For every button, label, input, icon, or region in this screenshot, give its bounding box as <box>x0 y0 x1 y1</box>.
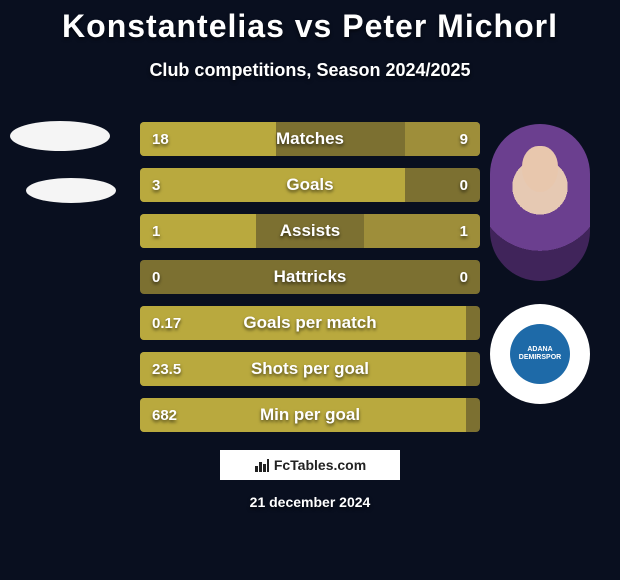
stat-label: Assists <box>140 214 480 248</box>
player-left-placeholder-2 <box>26 178 116 203</box>
stat-row: Shots per goal23.5 <box>140 352 480 386</box>
stat-value-right: 0 <box>460 260 468 294</box>
page-title: Konstantelias vs Peter Michorl <box>0 8 620 45</box>
stat-label: Goals per match <box>140 306 480 340</box>
stat-row: Min per goal682 <box>140 398 480 432</box>
logo-text: FcTables.com <box>274 457 366 473</box>
stat-value-right: 9 <box>460 122 468 156</box>
stat-row: Matches18 9 <box>140 122 480 156</box>
club-badge-inner: ADANA DEMIRSPOR <box>510 324 570 384</box>
stat-label: Goals <box>140 168 480 202</box>
stat-value-left: 0.17 <box>152 306 181 340</box>
stat-value-right: 0 <box>460 168 468 202</box>
fctables-logo: FcTables.com <box>220 450 400 480</box>
stat-label: Hattricks <box>140 260 480 294</box>
player-right-avatar <box>490 124 590 281</box>
stat-value-left: 23.5 <box>152 352 181 386</box>
club-badge-text: ADANA DEMIRSPOR <box>510 346 570 361</box>
stat-label: Min per goal <box>140 398 480 432</box>
stat-value-right: 1 <box>460 214 468 248</box>
stat-rows: Matches189Goals30Assists11Hattricks00Goa… <box>140 122 480 444</box>
bars-icon <box>254 457 270 473</box>
page-subtitle: Club competitions, Season 2024/2025 <box>0 60 620 81</box>
page-date: 21 december 2024 <box>0 494 620 510</box>
stat-value-left: 18 <box>152 122 169 156</box>
stat-value-left: 1 <box>152 214 160 248</box>
club-badge: ADANA DEMIRSPOR <box>490 304 590 404</box>
stat-value-left: 682 <box>152 398 177 432</box>
stat-row: Goals3 0 <box>140 168 480 202</box>
stat-row: Assists1 1 <box>140 214 480 248</box>
player-left-placeholder-1 <box>10 121 110 151</box>
stat-row: Hattricks0 0 <box>140 260 480 294</box>
stat-label: Matches <box>140 122 480 156</box>
stat-value-left: 0 <box>152 260 160 294</box>
stat-row: Goals per match0.17 <box>140 306 480 340</box>
comparison-card: Konstantelias vs Peter Michorl Club comp… <box>0 0 620 580</box>
stat-value-left: 3 <box>152 168 160 202</box>
stat-label: Shots per goal <box>140 352 480 386</box>
